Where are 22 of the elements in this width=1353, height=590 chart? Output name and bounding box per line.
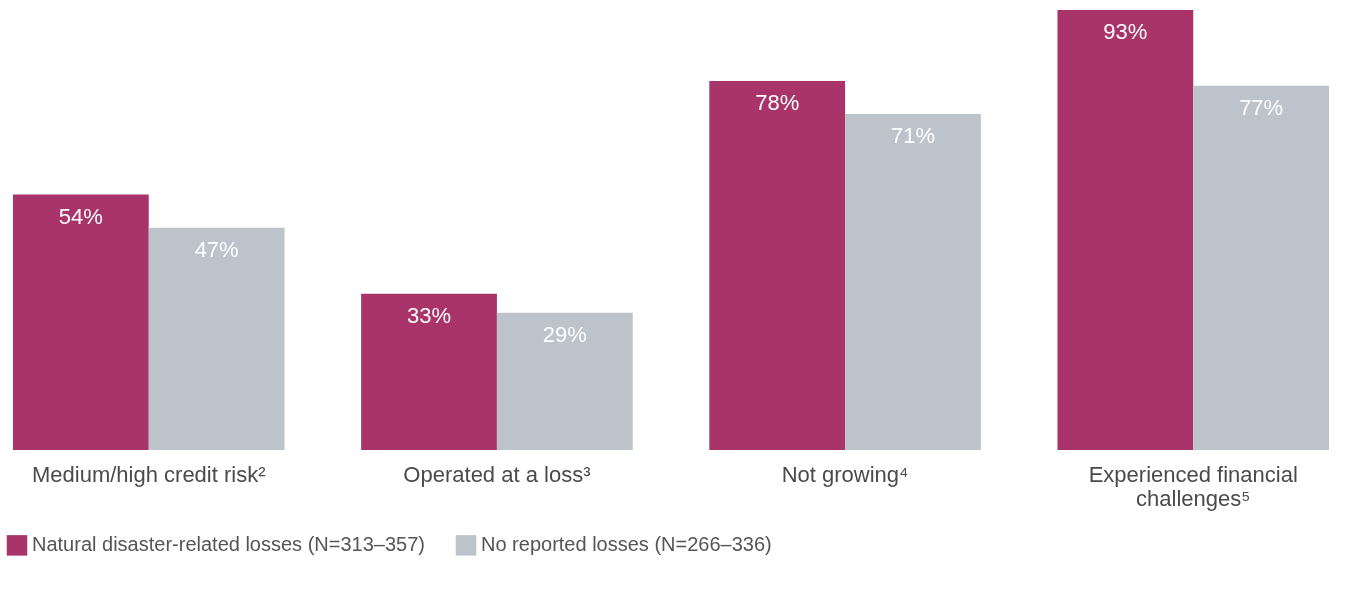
data-label: 93%: [1103, 19, 1148, 44]
x-tick-label: Experienced financial challenges⁵: [1088, 461, 1298, 511]
x-tick-label: Not growing⁴: [781, 461, 909, 487]
x-tick-label: Operated at a loss³: [403, 461, 591, 487]
bar: [845, 114, 981, 450]
data-label: 29%: [542, 321, 587, 347]
data-label: 54%: [58, 203, 103, 229]
bar: [361, 293, 497, 450]
data-label: 71%: [890, 123, 935, 149]
bar: [709, 80, 846, 450]
legend-label: Natural disaster-related losses (N=313–357): [32, 533, 425, 556]
data-label: 33%: [407, 302, 452, 328]
bar: [1193, 85, 1330, 450]
bar: [1057, 10, 1194, 450]
legend-label: No reported losses (N=266–336): [481, 533, 772, 556]
bar: [496, 312, 633, 450]
data-label: 78%: [755, 89, 800, 115]
data-label: 47%: [194, 236, 239, 262]
bar: [12, 194, 149, 450]
bar: [148, 227, 285, 450]
x-tick-label: Medium/high credit risk²: [31, 461, 266, 487]
data-label: 77%: [1239, 94, 1284, 120]
